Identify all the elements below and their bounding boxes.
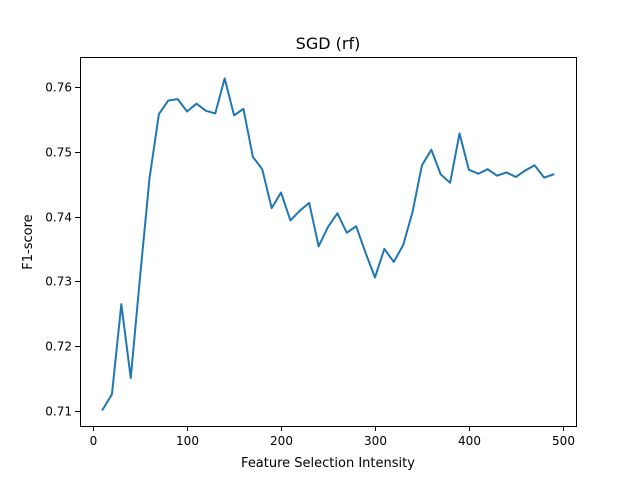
x-tick-label: 500 [552,434,575,448]
x-tick-label: 200 [270,434,293,448]
x-axis-label: Feature Selection Intensity [241,456,415,471]
x-tick-label: 0 [90,434,98,448]
y-tick-label: 0.76 [45,81,72,95]
ticks-layer: 0 100 200 300 400 500 0.71 0.72 0.73 0.74 0.75 0.76 [45,81,575,449]
y-tick-label: 0.75 [45,146,72,160]
y-tick-label: 0.72 [45,340,72,354]
plot-frame [80,57,577,427]
y-tick-label: 0.71 [45,405,72,419]
series-line [101,77,555,411]
x-tick-label: 300 [364,434,387,448]
y-axis-label: F1-score [21,214,36,269]
y-tick-label: 0.73 [45,275,72,289]
chart-title: SGD (rf) [296,34,361,53]
y-tick-label: 0.74 [45,211,72,225]
x-tick-label: 400 [458,434,481,448]
series-layer [101,77,555,411]
x-tick-label: 100 [176,434,199,448]
